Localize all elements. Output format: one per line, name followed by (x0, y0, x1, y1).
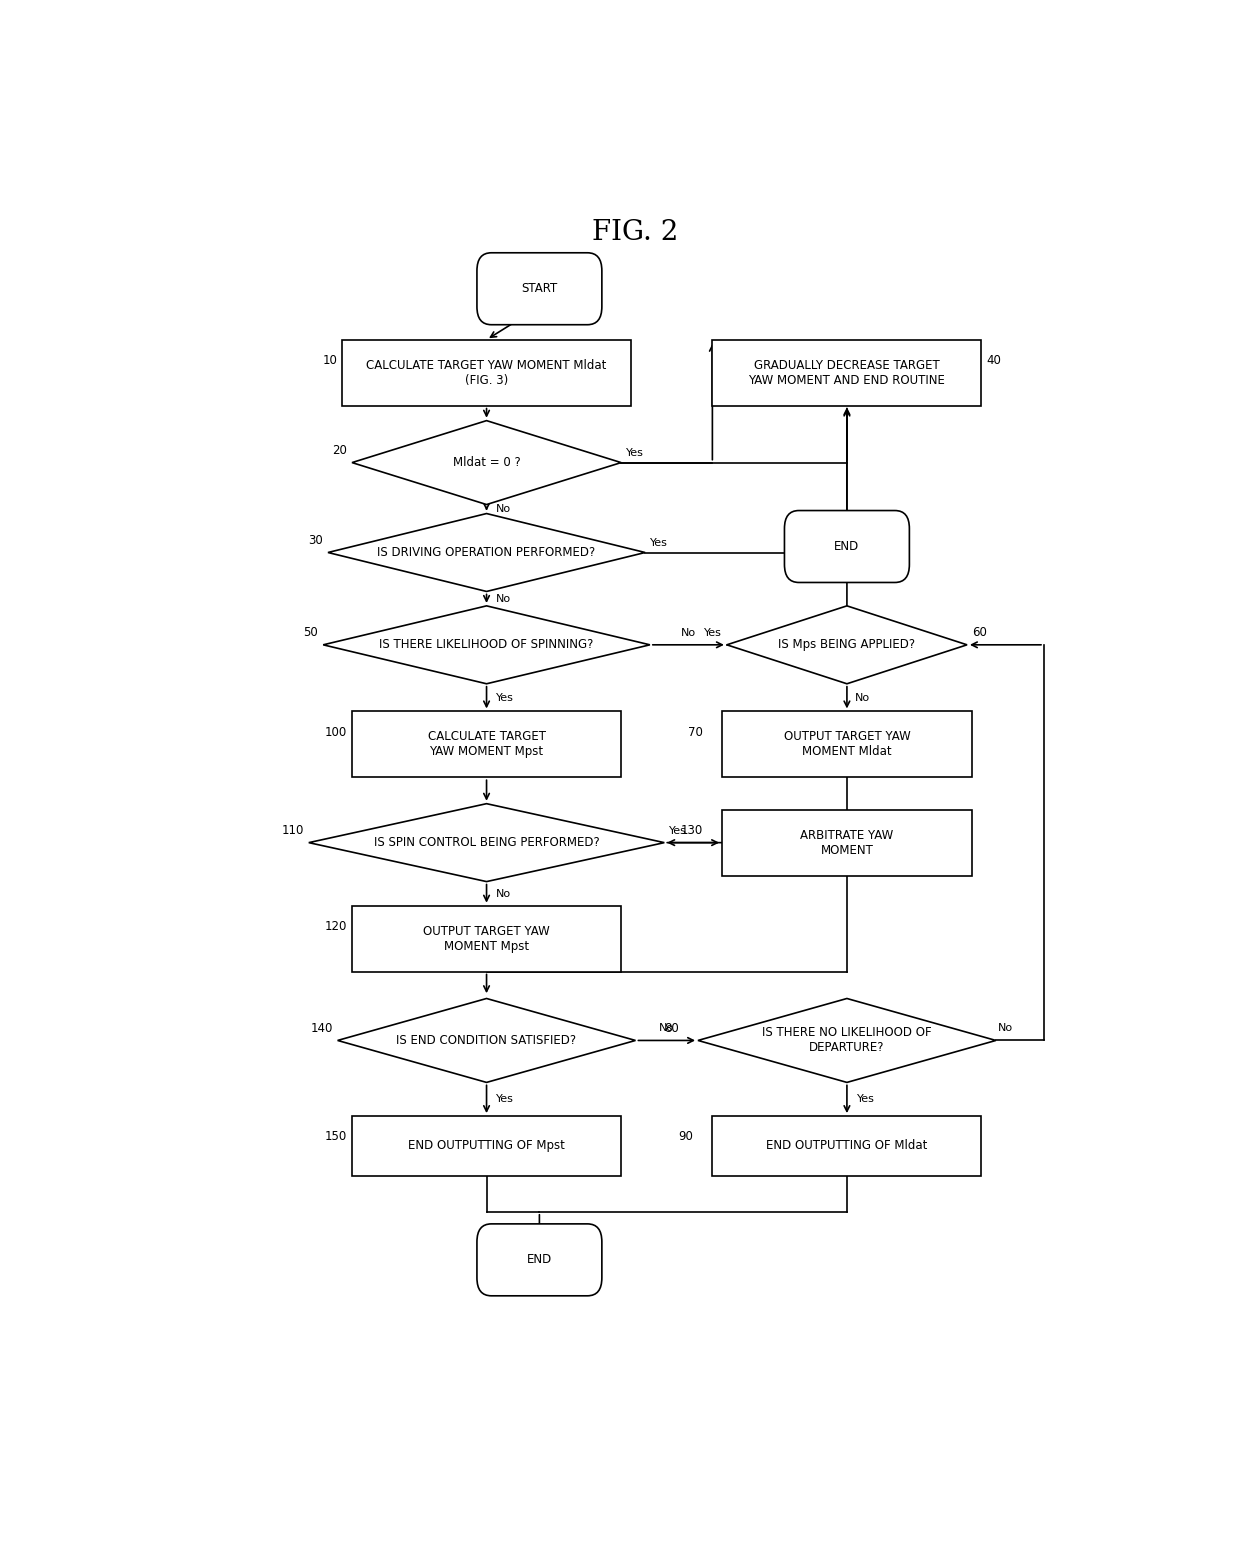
Text: No: No (660, 1023, 675, 1034)
FancyBboxPatch shape (712, 1116, 982, 1176)
Text: Yes: Yes (496, 693, 515, 702)
Text: 140: 140 (310, 1021, 332, 1035)
Text: Yes: Yes (857, 1095, 874, 1104)
Text: IS THERE LIKELIHOOD OF SPINNING?: IS THERE LIKELIHOOD OF SPINNING? (379, 638, 594, 651)
Polygon shape (327, 514, 645, 592)
Text: IS SPIN CONTROL BEING PERFORMED?: IS SPIN CONTROL BEING PERFORMED? (373, 836, 599, 849)
Text: No: No (681, 627, 696, 638)
Text: END: END (835, 540, 859, 553)
FancyBboxPatch shape (722, 810, 972, 875)
Text: 150: 150 (325, 1130, 347, 1143)
Text: No: No (998, 1023, 1013, 1034)
Text: 70: 70 (688, 726, 703, 740)
Text: END OUTPUTTING OF Mldat: END OUTPUTTING OF Mldat (766, 1140, 928, 1152)
Polygon shape (324, 606, 650, 684)
Polygon shape (352, 420, 621, 504)
Text: IS Mps BEING APPLIED?: IS Mps BEING APPLIED? (779, 638, 915, 651)
Text: GRADUALLY DECREASE TARGET
YAW MOMENT AND END ROUTINE: GRADUALLY DECREASE TARGET YAW MOMENT AND… (749, 358, 945, 386)
Text: 90: 90 (678, 1130, 693, 1143)
Text: ARBITRATE YAW
MOMENT: ARBITRATE YAW MOMENT (800, 828, 894, 856)
Text: 110: 110 (281, 824, 304, 838)
Text: CALCULATE TARGET YAW MOMENT Mldat
(FIG. 3): CALCULATE TARGET YAW MOMENT Mldat (FIG. … (366, 358, 606, 386)
FancyBboxPatch shape (712, 339, 982, 406)
Polygon shape (698, 998, 996, 1082)
Text: 30: 30 (309, 534, 324, 547)
Polygon shape (309, 803, 665, 881)
FancyBboxPatch shape (342, 339, 631, 406)
Text: 50: 50 (304, 626, 319, 640)
Text: 10: 10 (322, 353, 337, 367)
Text: Yes: Yes (496, 1095, 515, 1104)
Text: No: No (496, 593, 511, 604)
Text: 130: 130 (681, 824, 703, 838)
Text: No: No (854, 693, 869, 702)
Text: Yes: Yes (670, 825, 687, 836)
FancyBboxPatch shape (352, 906, 621, 972)
Text: Yes: Yes (626, 448, 644, 458)
Text: OUTPUT TARGET YAW
MOMENT Mldat: OUTPUT TARGET YAW MOMENT Mldat (784, 730, 910, 758)
Text: END OUTPUTTING OF Mpst: END OUTPUTTING OF Mpst (408, 1140, 565, 1152)
FancyBboxPatch shape (477, 252, 601, 325)
Text: No: No (496, 889, 511, 898)
Text: 80: 80 (663, 1021, 678, 1035)
Text: No: No (496, 504, 511, 514)
Text: Mldat = 0 ?: Mldat = 0 ? (453, 456, 521, 469)
Text: 40: 40 (986, 353, 1001, 367)
Text: 100: 100 (325, 726, 347, 740)
Text: Yes: Yes (650, 537, 668, 548)
Text: 60: 60 (972, 626, 987, 640)
Text: Yes: Yes (704, 627, 722, 638)
Text: 120: 120 (325, 920, 347, 933)
Text: OUTPUT TARGET YAW
MOMENT Mpst: OUTPUT TARGET YAW MOMENT Mpst (423, 925, 549, 953)
Text: START: START (521, 282, 558, 296)
Text: FIG. 2: FIG. 2 (593, 220, 678, 246)
FancyBboxPatch shape (352, 1116, 621, 1176)
Text: IS DRIVING OPERATION PERFORMED?: IS DRIVING OPERATION PERFORMED? (377, 547, 595, 559)
Text: IS THERE NO LIKELIHOOD OF
DEPARTURE?: IS THERE NO LIKELIHOOD OF DEPARTURE? (763, 1026, 931, 1054)
Text: 20: 20 (332, 444, 347, 458)
FancyBboxPatch shape (352, 712, 621, 777)
Text: CALCULATE TARGET
YAW MOMENT Mpst: CALCULATE TARGET YAW MOMENT Mpst (428, 730, 546, 758)
Polygon shape (337, 998, 635, 1082)
Text: IS END CONDITION SATISFIED?: IS END CONDITION SATISFIED? (397, 1034, 577, 1046)
FancyBboxPatch shape (722, 712, 972, 777)
Polygon shape (727, 606, 967, 684)
FancyBboxPatch shape (477, 1224, 601, 1295)
FancyBboxPatch shape (785, 511, 909, 582)
Text: END: END (527, 1253, 552, 1266)
